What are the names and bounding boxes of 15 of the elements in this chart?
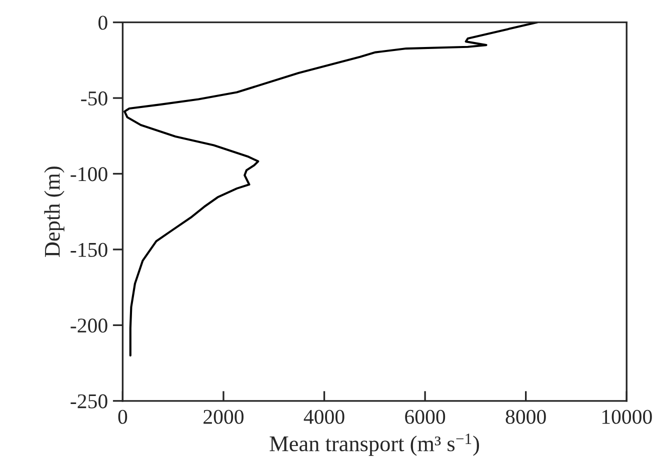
x-axis-title: Mean transport (m³ s$^{−1}$) — [270, 434, 480, 456]
x-tick-label: 2000 — [204, 410, 244, 424]
y-tick-label: -150 — [70, 242, 108, 257]
y-tick-label: -100 — [70, 167, 108, 182]
y-tick-label: -200 — [70, 318, 108, 333]
x-tick-label: 8000 — [506, 410, 546, 424]
x-tick-label: 4000 — [304, 410, 344, 424]
line-series — [124, 22, 538, 357]
y-axis-title: Depth (m) — [44, 166, 64, 257]
y-tick-label: 0 — [98, 16, 108, 30]
y-tick-label: -250 — [70, 394, 108, 408]
x-tick-label: 0 — [118, 410, 128, 424]
x-tick-label: 10000 — [602, 410, 652, 424]
x-tick-label: 6000 — [405, 410, 446, 424]
y-tick-label: -50 — [81, 91, 108, 106]
